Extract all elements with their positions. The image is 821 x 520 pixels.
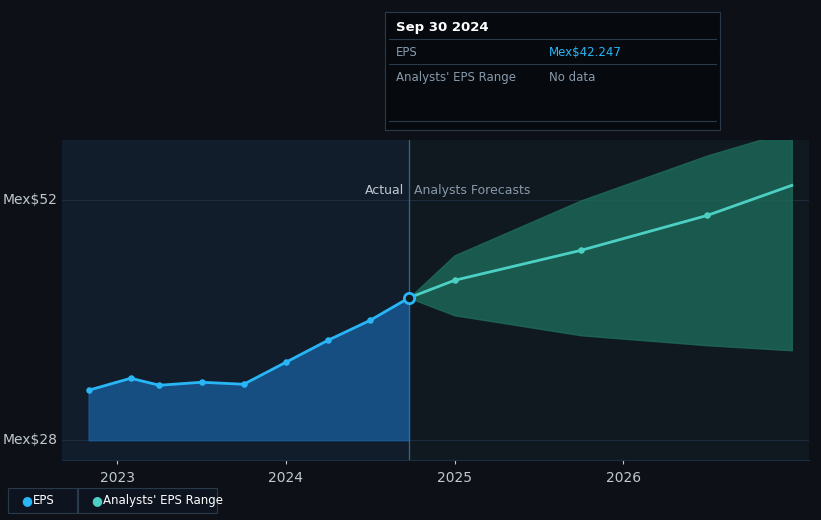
Text: Analysts' EPS Range: Analysts' EPS Range [103, 494, 222, 506]
Text: Mex$28: Mex$28 [2, 433, 57, 447]
Bar [62, 140, 409, 460]
Point [364, 316, 377, 324]
Point [153, 381, 166, 389]
Point [448, 276, 461, 284]
Text: Sep 30 2024: Sep 30 2024 [396, 21, 488, 34]
Point [279, 358, 292, 367]
Point [195, 378, 208, 386]
Text: ●: ● [21, 494, 32, 506]
Text: Analysts' EPS Range: Analysts' EPS Range [396, 71, 516, 84]
Text: No data: No data [549, 71, 595, 84]
Text: Analysts Forecasts: Analysts Forecasts [414, 184, 530, 197]
Text: EPS: EPS [396, 46, 417, 59]
Point [237, 380, 250, 388]
Point [82, 386, 95, 394]
Text: Mex$42.247: Mex$42.247 [549, 46, 622, 59]
Text: Actual: Actual [365, 184, 404, 197]
Point [575, 246, 588, 254]
Text: ●: ● [91, 494, 102, 506]
Text: Mex$52: Mex$52 [3, 193, 57, 207]
Point [701, 211, 714, 219]
Point [124, 374, 137, 382]
Text: EPS: EPS [33, 494, 54, 506]
Point [322, 336, 335, 344]
Point [402, 294, 415, 302]
